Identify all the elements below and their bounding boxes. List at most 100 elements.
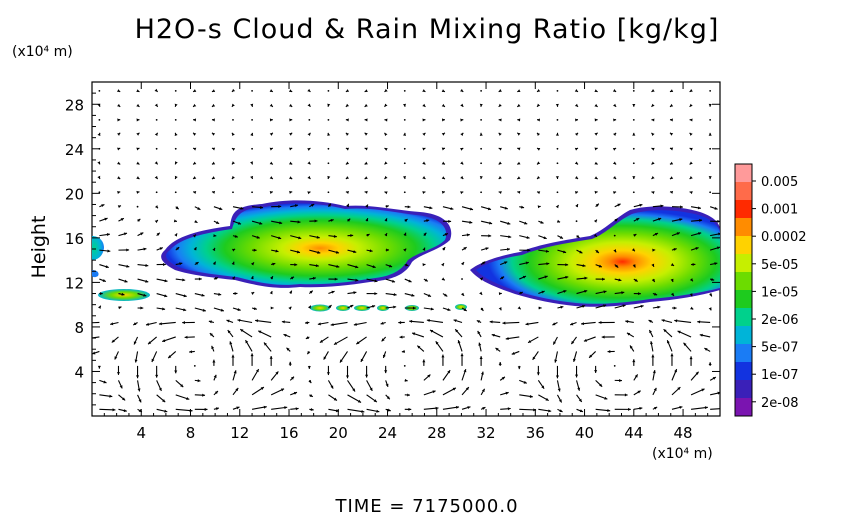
wind-vector-head (537, 191, 541, 195)
wind-vector-head (545, 249, 549, 253)
colorbar-swatch (735, 182, 752, 201)
wind-vector-head (231, 175, 235, 179)
wind-vector-head (235, 387, 239, 392)
wind-vector-dot (98, 90, 101, 92)
wind-vector (330, 321, 348, 326)
wind-vector-head (384, 191, 388, 195)
wind-vector-head (197, 379, 201, 383)
wind-vector-head (536, 372, 540, 376)
wind-vector-head (460, 353, 464, 357)
wind-vector-head (250, 175, 254, 179)
wind-vector-head (345, 161, 350, 165)
wind-vector-head (461, 262, 465, 266)
wind-vector-head (384, 161, 388, 165)
x-axis-unit-label: (x10⁴ m) (652, 446, 713, 462)
wind-vector-head (184, 335, 188, 339)
wind-vector-head (183, 294, 187, 298)
wind-vector-head (296, 250, 300, 254)
wind-vector-dot (193, 365, 196, 367)
wind-vector-head (345, 103, 350, 107)
wind-vector-head (603, 304, 607, 308)
wind-vector-head (712, 377, 716, 380)
wind-vector-dot (403, 118, 406, 121)
wind-vector-head (412, 332, 416, 336)
wind-vector-head (689, 89, 693, 92)
wind-vector-head (237, 308, 241, 311)
wind-vector-head (364, 161, 368, 165)
wind-vector-head (212, 359, 216, 363)
wind-vector-head (555, 205, 559, 209)
wind-vector-head (307, 161, 311, 165)
wind-vector-head (430, 307, 434, 311)
wind-vector-dot (480, 147, 483, 150)
wind-vector-head (718, 232, 720, 236)
wind-vector-head (269, 103, 273, 107)
wind-vector-dot (327, 162, 330, 165)
wind-vector-head (229, 341, 233, 345)
y-tick-label: 20 (65, 185, 84, 203)
wind-vector (674, 319, 692, 324)
wind-vector-head (574, 147, 579, 151)
wind-vector-head (441, 132, 445, 136)
wind-vector-head (670, 353, 674, 357)
wind-vector-head (522, 275, 526, 279)
wind-vector-head (674, 369, 677, 373)
wind-vector-head (669, 89, 674, 93)
wind-vector-head (555, 103, 559, 107)
wind-vector-head (289, 190, 293, 194)
colorbar-label: 1e-05 (761, 285, 799, 300)
wind-vector-head (365, 374, 369, 378)
x-tick-label: 48 (674, 424, 693, 442)
wind-vector-head (162, 262, 166, 267)
wind-vector-head (175, 206, 179, 210)
wind-vector-head (614, 218, 618, 222)
wind-vector-head (364, 190, 368, 194)
wind-vector-dot (251, 191, 253, 194)
wind-vector-head (121, 292, 125, 296)
wind-vector-head (334, 277, 338, 281)
wind-vector-head (245, 340, 249, 344)
wind-vector-head (680, 205, 683, 209)
wind-vector-head (319, 339, 324, 343)
wind-vector-head (501, 376, 505, 380)
colorbar-label: 2e-06 (761, 313, 799, 328)
wind-vector-head (669, 176, 674, 179)
wind-vector-head (629, 345, 633, 349)
wind-vector-head (661, 319, 665, 323)
wind-vector-head (452, 387, 456, 391)
wind-vector-head (615, 264, 619, 268)
wind-vector-head (537, 175, 541, 179)
wind-vector-head (154, 132, 158, 137)
wind-vector-head (158, 387, 162, 391)
wind-vector-dot (174, 191, 177, 194)
wind-vector-head (211, 345, 215, 350)
wind-vector-dot (403, 90, 406, 92)
wind-vector-head (215, 407, 219, 411)
wind-vector-head (272, 262, 276, 266)
wind-vector-head (193, 118, 197, 122)
wind-vector-dot (232, 191, 234, 194)
wind-vector-head (669, 161, 674, 165)
wind-vector-head (384, 103, 388, 107)
wind-vector-head (422, 89, 426, 92)
wind-vector-head (250, 161, 253, 165)
wind-vector-head (594, 103, 598, 107)
wind-vector-head (677, 387, 681, 391)
wind-vector-head (517, 147, 521, 151)
wind-vector-head (478, 342, 482, 346)
wind-vector-dot (251, 147, 253, 150)
wind-vector-head (226, 319, 230, 323)
wind-vector-head (143, 247, 147, 251)
wind-vector-head (220, 308, 224, 312)
wind-vector-head (314, 219, 318, 223)
wind-vector-head (575, 374, 579, 378)
wind-vector-head (408, 279, 412, 283)
wind-vector-head (194, 219, 198, 223)
wind-vector-head (346, 203, 350, 208)
wind-vector-head (372, 265, 376, 269)
wind-vector-head (555, 176, 559, 179)
wind-vector-head (240, 329, 244, 333)
colorbar-label: 5e-07 (761, 341, 799, 356)
wind-vector-head (209, 333, 213, 337)
wind-vector-head (714, 206, 718, 210)
